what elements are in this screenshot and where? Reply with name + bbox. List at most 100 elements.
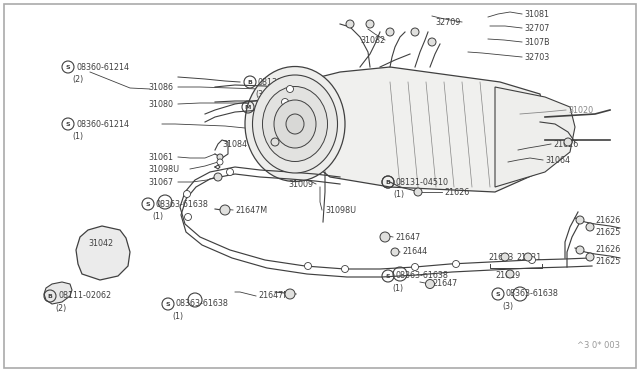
Circle shape	[524, 253, 532, 261]
Circle shape	[227, 169, 234, 176]
Circle shape	[184, 214, 191, 221]
Text: 08915-24010: 08915-24010	[256, 103, 309, 112]
Text: (3): (3)	[253, 115, 264, 124]
Circle shape	[217, 159, 223, 165]
Text: B: B	[47, 294, 52, 298]
Circle shape	[380, 232, 390, 242]
Text: S: S	[166, 301, 170, 307]
Circle shape	[428, 38, 436, 46]
Circle shape	[529, 257, 536, 263]
Text: 31042: 31042	[88, 240, 113, 248]
Text: (1): (1)	[172, 311, 183, 321]
Text: 08111-02062: 08111-02062	[58, 292, 111, 301]
Circle shape	[214, 173, 222, 181]
Text: (3): (3)	[502, 301, 513, 311]
Text: 08363-61638: 08363-61638	[156, 199, 209, 208]
Text: 21647: 21647	[395, 232, 420, 241]
Text: S: S	[386, 273, 390, 279]
Circle shape	[411, 28, 419, 36]
Text: 21647M: 21647M	[235, 205, 267, 215]
Text: 21625: 21625	[595, 257, 620, 266]
Circle shape	[184, 190, 191, 198]
Text: 21647: 21647	[432, 279, 457, 289]
Text: 21626: 21626	[553, 140, 579, 148]
Text: 32703: 32703	[524, 52, 549, 61]
Text: 21619: 21619	[495, 272, 520, 280]
Text: 08363-61638: 08363-61638	[176, 299, 229, 308]
Polygon shape	[76, 226, 130, 280]
Text: 31098U: 31098U	[325, 205, 356, 215]
Text: M: M	[245, 105, 251, 109]
Text: 08360-61214: 08360-61214	[76, 62, 129, 71]
Circle shape	[501, 253, 509, 261]
Text: (3): (3)	[255, 90, 266, 99]
Text: 21625: 21625	[595, 228, 620, 237]
Circle shape	[366, 20, 374, 28]
Text: 31061: 31061	[148, 153, 173, 161]
Text: 31098U: 31098U	[148, 164, 179, 173]
Circle shape	[271, 138, 279, 146]
Text: 21623: 21623	[488, 253, 513, 262]
Ellipse shape	[253, 75, 337, 173]
Text: S: S	[66, 64, 70, 70]
Circle shape	[586, 223, 594, 231]
Circle shape	[282, 99, 289, 106]
Text: 31086: 31086	[148, 83, 173, 92]
Text: 31064: 31064	[545, 155, 570, 164]
Polygon shape	[495, 87, 575, 187]
Circle shape	[391, 248, 399, 256]
Text: 21621: 21621	[516, 253, 541, 262]
Text: (1): (1)	[152, 212, 163, 221]
Circle shape	[287, 86, 294, 93]
Circle shape	[452, 260, 460, 267]
Text: (2): (2)	[55, 304, 67, 312]
Text: 08363-61638: 08363-61638	[506, 289, 559, 298]
Circle shape	[412, 263, 419, 270]
Circle shape	[220, 205, 230, 215]
Polygon shape	[275, 67, 545, 192]
Text: (2): (2)	[72, 74, 83, 83]
Polygon shape	[44, 282, 72, 304]
Text: 21647M: 21647M	[258, 292, 290, 301]
Ellipse shape	[286, 114, 304, 134]
Text: 21644: 21644	[402, 247, 427, 257]
Circle shape	[305, 263, 312, 269]
Circle shape	[426, 279, 435, 289]
Text: 32707: 32707	[524, 23, 549, 32]
Text: 31084: 31084	[222, 140, 247, 148]
Text: 08363-61638: 08363-61638	[396, 272, 449, 280]
Text: 31067: 31067	[148, 177, 173, 186]
Text: ^3 0* 003: ^3 0* 003	[577, 341, 620, 350]
Text: S: S	[146, 202, 150, 206]
Circle shape	[386, 28, 394, 36]
Text: 31080: 31080	[148, 99, 173, 109]
Circle shape	[342, 266, 349, 273]
Text: S: S	[66, 122, 70, 126]
Text: 31009: 31009	[288, 180, 313, 189]
Circle shape	[285, 289, 295, 299]
Text: 31020: 31020	[568, 106, 593, 115]
Text: 32709: 32709	[435, 17, 460, 26]
Text: 31082: 31082	[360, 35, 385, 45]
Text: 21626: 21626	[595, 246, 620, 254]
Circle shape	[506, 270, 514, 278]
Text: (1): (1)	[392, 283, 403, 292]
Circle shape	[564, 138, 572, 146]
Circle shape	[586, 253, 594, 261]
Text: (1): (1)	[72, 131, 83, 141]
Circle shape	[576, 246, 584, 254]
Circle shape	[576, 216, 584, 224]
Text: 3107B: 3107B	[524, 38, 550, 46]
Text: 08131-04510: 08131-04510	[396, 177, 449, 186]
Ellipse shape	[245, 67, 345, 182]
Ellipse shape	[262, 87, 328, 161]
Circle shape	[346, 20, 354, 28]
Text: B: B	[248, 80, 252, 84]
Text: 31081: 31081	[524, 10, 549, 19]
Text: (1): (1)	[393, 189, 404, 199]
Text: 08131-04010: 08131-04010	[258, 77, 311, 87]
Text: 21626: 21626	[444, 187, 469, 196]
Circle shape	[414, 188, 422, 196]
Circle shape	[217, 154, 223, 160]
Text: 08360-61214: 08360-61214	[76, 119, 129, 128]
